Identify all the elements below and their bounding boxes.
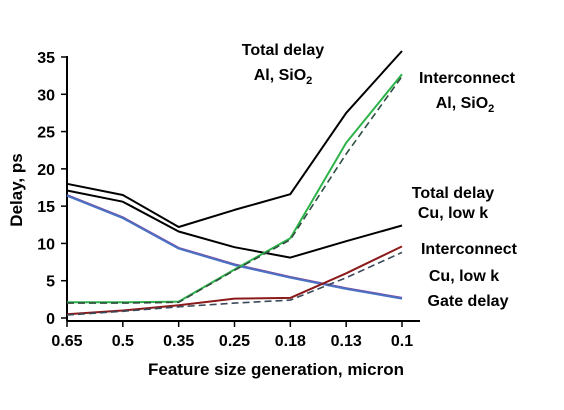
annotation-total-al-line2: Al, SiO2 [254,67,313,87]
annotation-interconnect-al-line1: Interconnect [419,70,516,87]
x-tick-label: 0.65 [51,333,82,350]
x-tick-label: 0.25 [219,333,250,350]
y-tick-label: 25 [37,125,55,142]
y-tick-label: 5 [46,274,55,291]
annotations: Total delay Al, SiO2 Interconnect Al, Si… [242,42,518,310]
annotation-interconnect-cu-line2: Cu, low k [429,268,499,285]
series-line-gate-delay-b [66,194,403,300]
y-tick-label: 10 [37,236,55,253]
y-tick-label: 20 [37,162,55,179]
annotation-gate-delay: Gate delay [428,293,509,310]
x-axis-title: Feature size generation, micron [148,360,404,379]
x-tick-label: 0.13 [331,333,362,350]
y-tick-label: 15 [37,199,55,216]
series-line-interconnect-al-b [67,75,403,304]
y-tick-label: 30 [37,87,55,104]
annotation-interconnect-al-line2: Al, SiO2 [436,95,495,115]
series-line-total-cu [66,189,403,259]
axes [66,56,420,322]
series-line-interconnect-al [67,73,403,304]
y-tick-label: 0 [46,311,55,328]
x-tick-label: 0.18 [275,333,306,350]
series-line-interconnect-cu [66,245,403,316]
annotation-total-cu-line1: Total delay [412,185,494,202]
annotation-total-cu-line2: Cu, low k [418,205,488,222]
y-axis-title: Delay, ps [7,153,26,226]
annotation-total-al-line1: Total delay [242,42,324,59]
series-line-total-al [66,50,403,228]
annotation-interconnect-cu-line1: Interconnect [421,241,518,258]
x-tick-label: 0.5 [112,333,134,350]
y-tick-label: 35 [37,50,55,67]
x-tick-label: 0.35 [163,333,194,350]
x-tick-group: 0.65 0.5 0.35 0.25 0.18 0.13 0.1 [51,321,413,350]
series-group [66,50,403,316]
x-tick-label: 0.1 [391,333,413,350]
y-tick-group: 0 5 10 15 20 25 30 35 [37,50,67,328]
series-line-interconnect-cu-b [66,251,403,316]
